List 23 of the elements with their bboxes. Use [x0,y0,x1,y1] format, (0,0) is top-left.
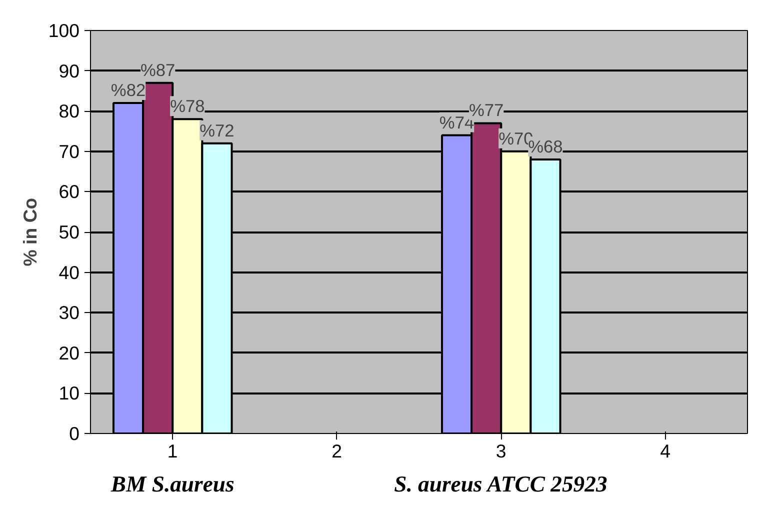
x-tick-label: 1 [167,440,178,462]
y-tick-label: 20 [58,342,80,364]
data-label: %72 [200,120,234,140]
data-label: %87 [140,60,176,80]
y-tick-label: 100 [48,20,80,41]
data-label: %77 [469,100,504,120]
y-tick-label: 80 [58,100,80,122]
x-tick-label: 3 [496,440,506,462]
data-label: %78 [170,96,205,116]
data-label: %82 [110,80,146,100]
y-tick-label: 60 [58,181,80,202]
x-tick-label: 4 [660,440,671,462]
y-tick-label: 10 [58,382,80,404]
text: BM S.aureus [110,472,235,496]
x-tick-label: 2 [332,440,342,462]
y-axis-title: % in Co [19,198,40,266]
y-tick-label: 50 [58,222,80,242]
y-tick-label: 70 [58,140,80,162]
text: S. aureus ATCC 25923 [394,472,608,496]
y-tick-label: 40 [58,262,80,283]
y-tick-label: 90 [58,60,80,82]
y-tick-label: 0 [69,423,80,444]
y-tick-label: 30 [58,302,80,324]
